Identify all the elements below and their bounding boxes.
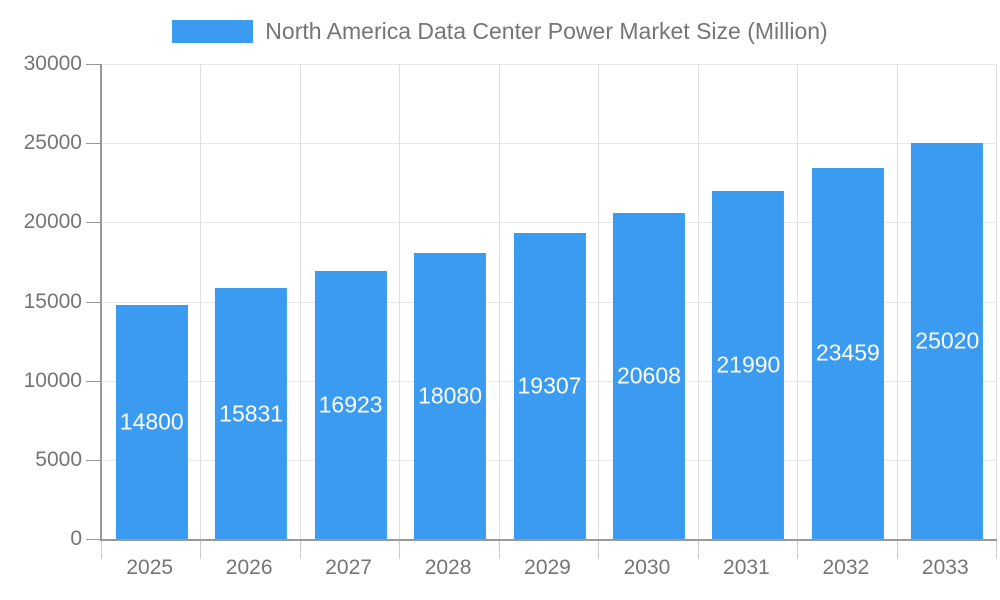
v-gridline: [797, 64, 799, 539]
v-gridline: [896, 64, 898, 539]
x-tick-label: 2027: [325, 556, 372, 579]
x-tick-label: 2028: [424, 556, 472, 579]
y-tick-mark: [86, 459, 100, 461]
y-tick-label: 5000: [35, 447, 82, 471]
bar-value-label: 25020: [915, 327, 980, 354]
bar[interactable]: 16923: [314, 271, 387, 539]
x-tick-label: 2029: [524, 556, 571, 579]
v-gridline: [498, 64, 500, 539]
v-gridline: [996, 64, 997, 539]
h-gridline: [102, 64, 997, 65]
bar-value-label: 15831: [219, 400, 284, 427]
y-tick-label: 0: [70, 527, 82, 550]
x-tick-label: 2031: [723, 556, 770, 579]
bar[interactable]: 25020: [911, 142, 984, 539]
bar-value-label: 14800: [119, 408, 184, 435]
bar-value-label: 19307: [517, 372, 582, 399]
x-tick-label: 2025: [126, 556, 174, 579]
y-tick-mark: [86, 222, 100, 224]
y-tick-label: 25000: [23, 131, 82, 155]
h-gridline: [102, 143, 997, 145]
x-tick-mark: [200, 541, 202, 559]
bar[interactable]: 21990: [712, 190, 785, 539]
y-tick-label: 10000: [23, 368, 82, 392]
y-tick-mark: [86, 64, 100, 65]
x-tick-mark: [797, 541, 799, 559]
y-tick-mark: [86, 143, 100, 145]
x-tick-mark: [101, 541, 102, 559]
y-tick-mark: [86, 539, 100, 540]
y-tick-label: 20000: [23, 210, 82, 234]
x-tick-mark: [996, 541, 997, 559]
x-tick-mark: [299, 541, 301, 559]
bar-value-label: 16923: [318, 391, 383, 418]
h-gridline: [102, 222, 997, 224]
x-tick-label: 2032: [822, 556, 870, 579]
bar-value-label: 18080: [418, 382, 483, 409]
bar[interactable]: 19307: [513, 233, 586, 539]
legend-label: North America Data Center Power Market S…: [265, 18, 828, 44]
y-tick-mark: [86, 380, 100, 382]
bar[interactable]: 15831: [215, 288, 288, 539]
x-tick-mark: [896, 541, 898, 559]
bar[interactable]: 23459: [811, 167, 884, 539]
x-tick-label: 2033: [921, 556, 969, 579]
y-tick-label: 30000: [23, 52, 82, 75]
bar[interactable]: 20608: [612, 212, 685, 539]
x-tick-mark: [498, 541, 500, 559]
legend-item[interactable]: North America Data Center Power Market S…: [0, 18, 1000, 45]
v-gridline: [200, 64, 202, 539]
bar[interactable]: 14800: [115, 304, 188, 539]
bar-value-label: 21990: [716, 351, 781, 378]
x-tick-mark: [697, 541, 699, 559]
y-tick-label: 15000: [23, 289, 82, 313]
y-tick-mark: [86, 301, 100, 303]
x-tick-label: 2030: [623, 556, 671, 579]
x-tick-mark: [399, 541, 401, 559]
v-gridline: [598, 64, 600, 539]
bar-value-label: 20608: [616, 362, 681, 389]
v-gridline: [399, 64, 401, 539]
x-tick-label: 2026: [225, 556, 273, 579]
plot-area: 14800 15831 16923 18080 19307 20608 21990 23459…: [86, 64, 997, 559]
legend-swatch: [172, 20, 254, 43]
bar[interactable]: 18080: [414, 252, 487, 539]
bar-value-label: 23459: [815, 339, 880, 366]
x-tick-mark: [598, 541, 600, 559]
v-gridline: [299, 64, 301, 539]
v-gridline: [697, 64, 699, 539]
